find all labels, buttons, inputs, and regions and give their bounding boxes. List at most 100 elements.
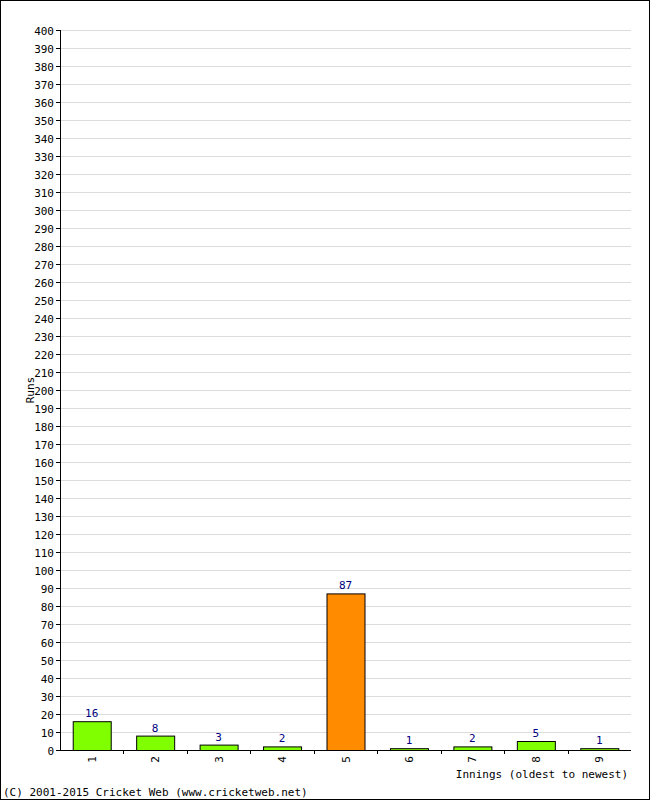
y-tick-label: 380 — [34, 61, 54, 74]
y-tick-label: 160 — [34, 457, 54, 470]
x-tick-mark — [314, 750, 315, 754]
y-tick — [56, 642, 60, 643]
y-tick-label: 20 — [41, 709, 54, 722]
y-tick-label: 70 — [41, 619, 54, 632]
grid-line — [60, 570, 631, 571]
y-tick — [56, 318, 60, 319]
y-tick — [56, 390, 60, 391]
data-label: 1 — [406, 734, 413, 747]
y-tick-label: 40 — [41, 673, 54, 686]
y-tick — [56, 534, 60, 535]
grid-line — [60, 66, 631, 67]
grid-line — [60, 426, 631, 427]
data-label: 8 — [152, 722, 159, 735]
y-tick-label: 250 — [34, 295, 54, 308]
bar — [517, 742, 555, 751]
data-label: 16 — [85, 707, 98, 720]
y-tick-label: 290 — [34, 223, 54, 236]
bar — [137, 736, 175, 750]
y-tick — [56, 714, 60, 715]
y-tick-label: 350 — [34, 115, 54, 128]
y-tick — [56, 624, 60, 625]
y-tick — [56, 156, 60, 157]
y-tick — [56, 372, 60, 373]
x-tick-mark — [441, 750, 442, 754]
y-tick — [56, 408, 60, 409]
y-tick — [56, 570, 60, 571]
grid-line — [60, 264, 631, 265]
y-tick-label: 150 — [34, 475, 54, 488]
y-tick-label: 10 — [41, 727, 54, 740]
x-tick-label: 6 — [403, 756, 416, 763]
grid-line — [60, 138, 631, 139]
y-tick — [56, 516, 60, 517]
y-tick-label: 330 — [34, 151, 54, 164]
y-tick — [56, 462, 60, 463]
y-tick — [56, 210, 60, 211]
data-label: 87 — [339, 579, 352, 592]
y-tick — [56, 444, 60, 445]
grid-line — [60, 156, 631, 157]
grid-line — [60, 444, 631, 445]
bars — [73, 594, 619, 750]
grid-line — [60, 354, 631, 355]
y-tick-label: 270 — [34, 259, 54, 272]
y-tick — [56, 66, 60, 67]
y-tick-label: 210 — [34, 367, 54, 380]
border — [1, 1, 650, 800]
y-tick-label: 400 — [34, 25, 54, 38]
y-tick — [56, 138, 60, 139]
y-tick-label: 320 — [34, 169, 54, 182]
x-tick-mark — [504, 750, 505, 754]
grid-line — [60, 300, 631, 301]
y-tick — [56, 246, 60, 247]
grid-line — [60, 480, 631, 481]
y-tick — [56, 750, 60, 751]
grid-line — [60, 48, 631, 49]
bar — [327, 594, 365, 750]
y-tick — [56, 606, 60, 607]
y-tick-label: 280 — [34, 241, 54, 254]
x-tick-label: 5 — [340, 756, 353, 763]
grid-line — [60, 390, 631, 391]
bar — [73, 722, 111, 750]
y-tick — [56, 30, 60, 31]
y-tick-label: 0 — [47, 745, 54, 758]
y-tick-label: 90 — [41, 583, 54, 596]
x-tick-mark — [568, 750, 569, 754]
chart: 0102030405060708090100110120130140150160… — [0, 0, 650, 800]
y-tick-label: 130 — [34, 511, 54, 524]
x-tick-label: 9 — [593, 756, 606, 763]
grid-line — [60, 498, 631, 499]
grid-line — [60, 120, 631, 121]
y-tick-label: 140 — [34, 493, 54, 506]
y-tick — [56, 732, 60, 733]
y-tick-label: 220 — [34, 349, 54, 362]
y-tick-label: 190 — [34, 403, 54, 416]
y-tick — [56, 282, 60, 283]
annotation: (C) 2001-2015 Cricket Web (www.cricketwe… — [3, 786, 308, 799]
y-tick — [56, 120, 60, 121]
x-axis-label: Innings (oldest to newest) — [456, 768, 628, 781]
bar — [200, 745, 238, 750]
grid-line — [60, 210, 631, 211]
y-tick — [56, 264, 60, 265]
grid-line — [60, 336, 631, 337]
y-tick — [56, 678, 60, 679]
y-tick-label: 260 — [34, 277, 54, 290]
y-tick — [56, 300, 60, 301]
x-tick-mark — [250, 750, 251, 754]
y-tick-label: 340 — [34, 133, 54, 146]
grid-line — [60, 462, 631, 463]
data-label: 1 — [596, 734, 603, 747]
y-tick-label: 390 — [34, 43, 54, 56]
y-tick-label: 30 — [41, 691, 54, 704]
y-tick-label: 200 — [34, 385, 54, 398]
y-axis — [60, 30, 61, 750]
bar — [390, 749, 428, 750]
y-tick-label: 180 — [34, 421, 54, 434]
grid-line — [60, 246, 631, 247]
y-tick — [56, 660, 60, 661]
y-tick — [56, 228, 60, 229]
y-tick — [56, 102, 60, 103]
